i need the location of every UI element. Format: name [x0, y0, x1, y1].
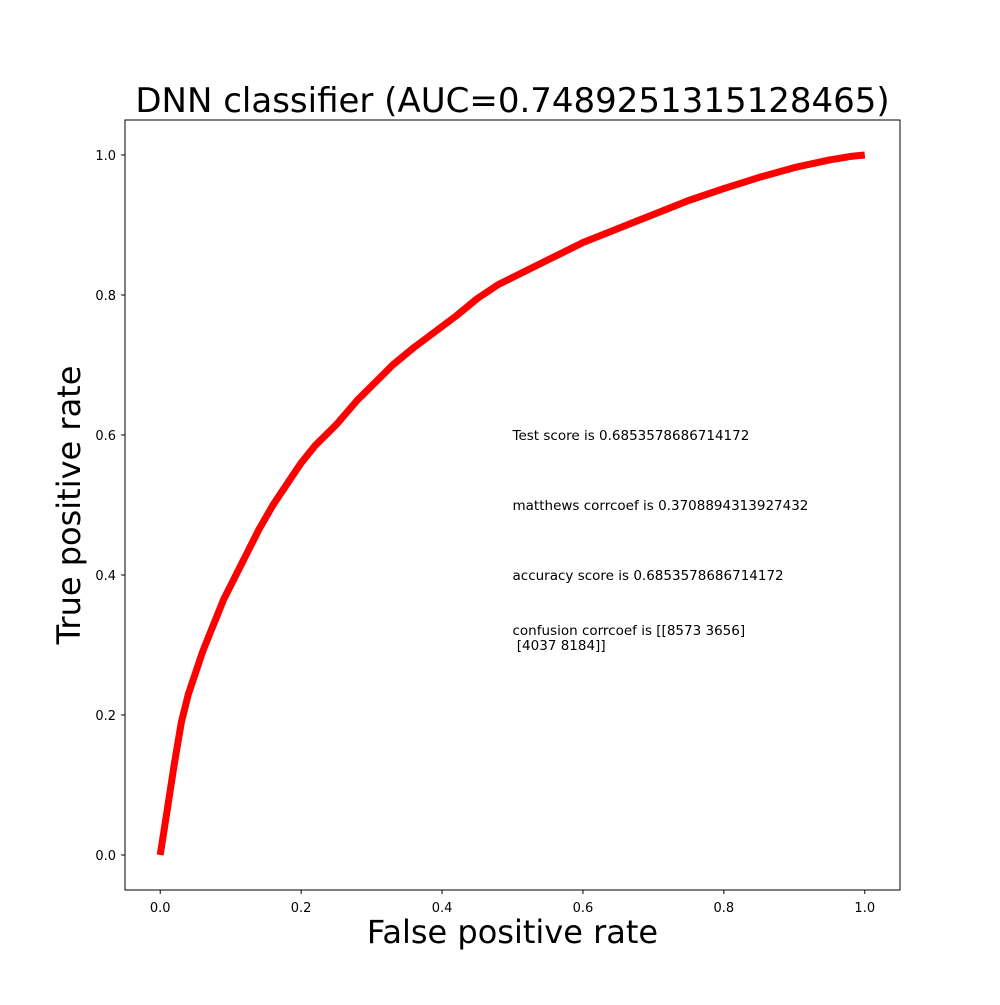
x-tick-label: 1.0: [854, 901, 875, 916]
y-tick-label: 0.0: [95, 849, 116, 864]
annotation-text: [4037 8184]]: [513, 638, 606, 654]
x-tick-label: 0.6: [573, 901, 594, 916]
x-tick-label: 0.8: [714, 901, 735, 916]
y-tick-label: 0.6: [95, 429, 116, 444]
roc-curve-line: [156, 151, 866, 856]
plot-area: 0.0 0.2 0.4 0.6 0.8 1.0 0.0 0.2 0.4 0.6 0.8 1.0 Test…: [95, 119, 901, 916]
x-tick-label: 0.4: [432, 901, 453, 916]
x-tick-label: 0.2: [291, 901, 312, 916]
x-axis-label: False positive rate: [367, 913, 658, 951]
x-tick-label: 0.0: [150, 901, 171, 916]
annotation-text: matthews corrcoef is 0.3708894313927432: [513, 498, 809, 514]
y-tick-label: 0.4: [95, 569, 116, 584]
y-tick-label: 0.2: [95, 709, 116, 724]
annotation-text: Test score is 0.6853578686714172: [512, 428, 750, 444]
plot-frame: [124, 119, 901, 891]
y-tick-label: 1.0: [95, 149, 116, 164]
annotation-text: accuracy score is 0.6853578686714172: [513, 568, 784, 584]
y-tick-label: 0.8: [95, 289, 116, 304]
annotation-text: confusion corrcoef is [[8573 3656]: [513, 623, 746, 639]
chart-title: DNN classifier (AUC=0.7489251315128465): [135, 81, 889, 121]
y-axis-label: True positive rate: [50, 366, 88, 646]
